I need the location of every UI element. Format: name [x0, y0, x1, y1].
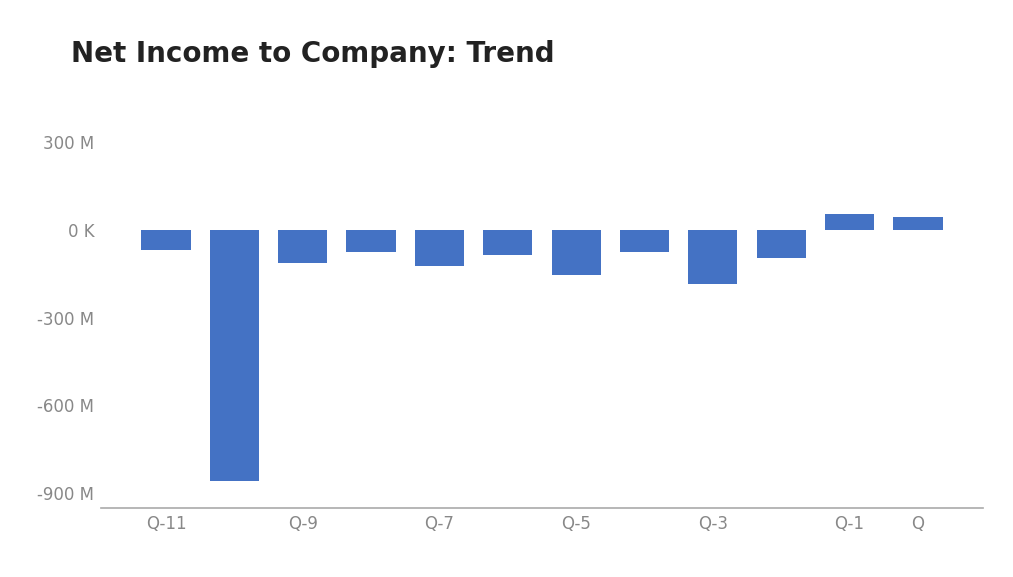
- Bar: [414, 230, 464, 267]
- Bar: [757, 230, 805, 257]
- Bar: [483, 230, 533, 254]
- Bar: [620, 230, 670, 252]
- Bar: [893, 218, 942, 230]
- Bar: [551, 230, 601, 275]
- Bar: [210, 230, 259, 481]
- Text: Net Income to Company: Trend: Net Income to Company: Trend: [71, 40, 554, 69]
- Bar: [688, 230, 737, 284]
- Bar: [142, 230, 190, 250]
- Bar: [346, 230, 396, 252]
- Bar: [825, 213, 874, 230]
- Bar: [279, 230, 327, 263]
